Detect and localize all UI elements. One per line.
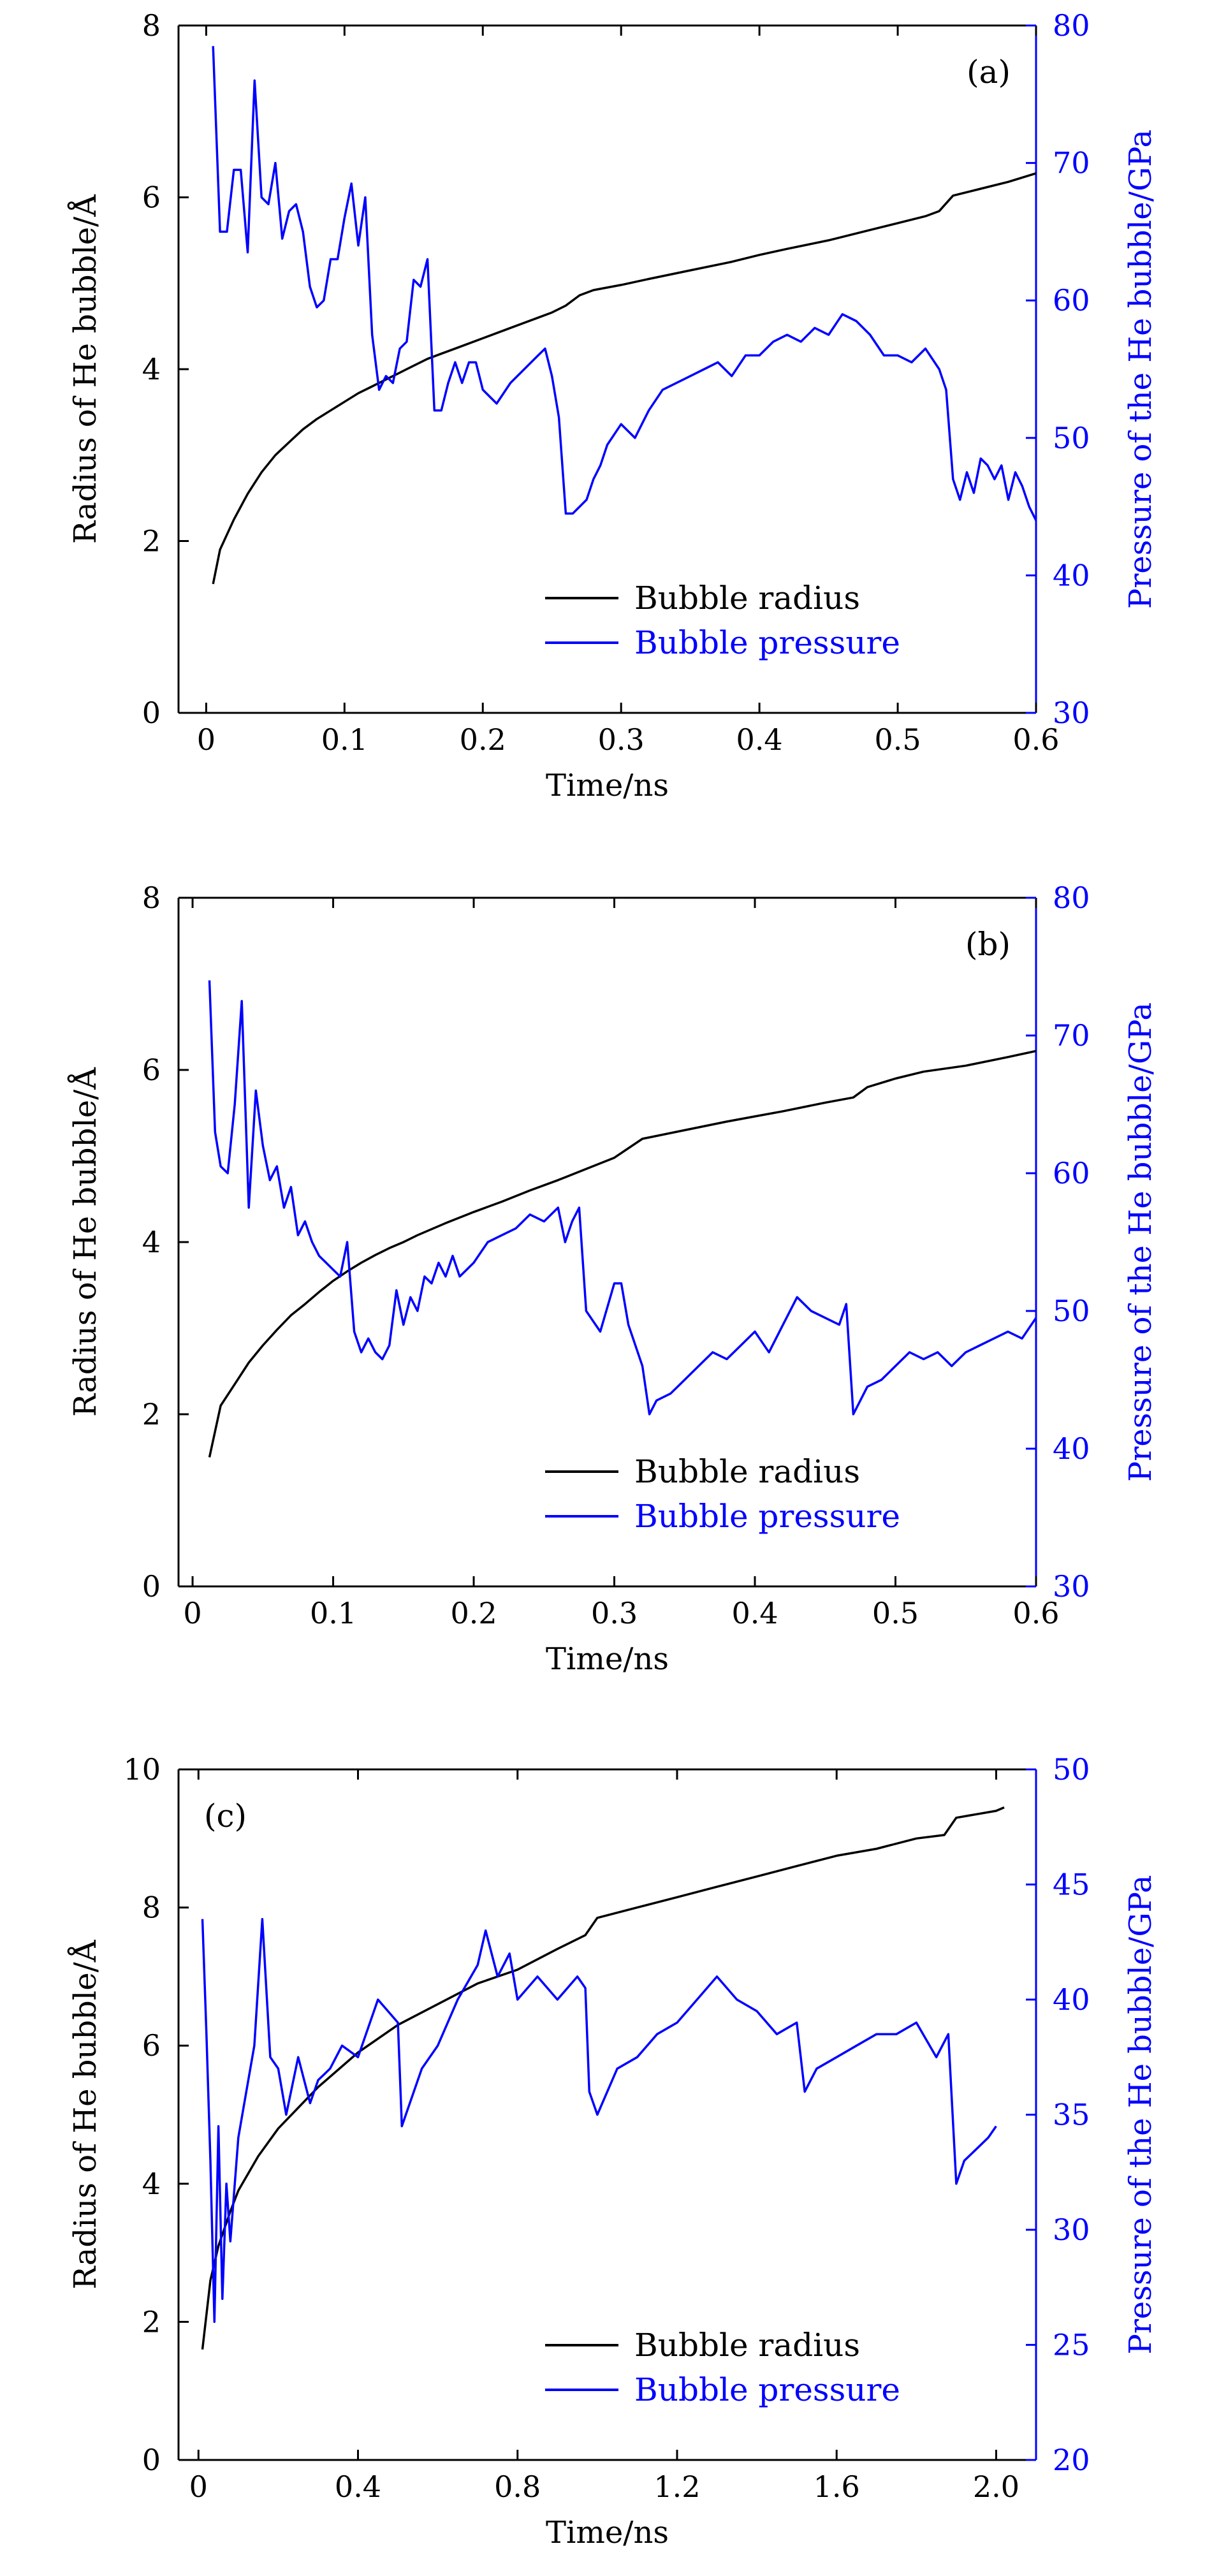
- y-tick-label: 2: [142, 524, 161, 559]
- y-tick-label: 8: [142, 8, 161, 43]
- y2-tick-label: 70: [1053, 146, 1090, 180]
- y2-tick-label: 50: [1053, 421, 1090, 455]
- x-tick-label: 0.5: [874, 722, 921, 757]
- y-tick-label: 8: [142, 1891, 161, 1925]
- pressure-series-line: [208, 980, 1037, 1416]
- x-tick-label: 0.2: [450, 1596, 497, 1630]
- y-tick-label: 0: [142, 2443, 161, 2477]
- chart-panel-a: 0 0.1 0.2 0.3 0.4 0.5 0.6 0 2 4 6 8 30 40 50 60 70 80 Time…: [67, 8, 1158, 803]
- y2-tick-label: 30: [1053, 1569, 1090, 1604]
- y-tick-label: 4: [142, 1225, 161, 1259]
- y2-tick-label: 50: [1053, 1294, 1090, 1328]
- y2-tick-label: 50: [1053, 1752, 1090, 1787]
- panel-label: (c): [204, 1797, 247, 1834]
- y2-tick-label: 60: [1053, 283, 1090, 318]
- x-tick-label: 0.4: [736, 722, 783, 757]
- radius-series-line: [201, 1806, 1005, 2350]
- y-tick-label: 10: [123, 1752, 161, 1787]
- legend-pressure-label: Bubble pressure: [634, 624, 900, 661]
- y-tick-label: 0: [142, 1569, 161, 1604]
- y2-axis-title: Pressure of the He bubble/GPa: [1123, 129, 1158, 609]
- x-tick-label: 0.4: [335, 2470, 381, 2504]
- y-axis-title: Radius of He bubble/Å: [67, 194, 103, 544]
- x-tick-label: 0.3: [591, 1596, 638, 1630]
- x-tick-label: 0.6: [1012, 1596, 1059, 1630]
- y2-tick-label: 80: [1053, 881, 1090, 915]
- y2-tick-label: 45: [1053, 1868, 1090, 1902]
- x-tick-label: 0.1: [310, 1596, 356, 1630]
- x-axis-title: Time/ns: [546, 2515, 669, 2550]
- y2-tick-label: 80: [1053, 8, 1090, 43]
- x-tick-label: 1.6: [814, 2470, 860, 2504]
- y2-axis-title: Pressure of the He bubble/GPa: [1123, 1875, 1158, 2355]
- y-tick-label: 0: [142, 696, 161, 730]
- y-tick-label: 6: [142, 1053, 161, 1087]
- pressure-series-line: [201, 1917, 997, 2324]
- y2-axis-title: Pressure of the He bubble/GPa: [1123, 1002, 1158, 1482]
- y2-tick-label: 40: [1053, 1431, 1090, 1466]
- legend-radius-label: Bubble radius: [634, 580, 860, 617]
- panel-label: (b): [965, 926, 1011, 963]
- x-tick-label: 0.5: [872, 1596, 919, 1630]
- y-tick-label: 4: [142, 2167, 161, 2201]
- y-tick-label: 6: [142, 2028, 161, 2063]
- x-axis-title: Time/ns: [546, 768, 669, 803]
- x-tick-label: 0: [183, 1596, 201, 1630]
- y-axis-title: Radius of He bubble/Å: [67, 1939, 103, 2289]
- y-tick-label: 2: [142, 1397, 161, 1431]
- y2-tick-label: 35: [1053, 2098, 1090, 2132]
- x-tick-label: 0.6: [1012, 722, 1059, 757]
- y-tick-label: 8: [142, 881, 161, 915]
- pressure-series-line: [212, 46, 1037, 521]
- x-tick-label: 0.4: [731, 1596, 778, 1630]
- legend-radius-label: Bubble radius: [634, 2327, 860, 2364]
- legend-pressure-label: Bubble pressure: [634, 1498, 900, 1535]
- y2-tick-label: 40: [1053, 1982, 1090, 2017]
- x-tick-label: 0.2: [460, 722, 506, 757]
- y-tick-label: 4: [142, 352, 161, 386]
- x-tick-label: 0: [197, 722, 215, 757]
- chart-panel-b: 0 0.1 0.2 0.3 0.4 0.5 0.6 0 2 4 6 8 30 40 50 60 70 80 Time…: [67, 881, 1158, 1677]
- y2-tick-label: 40: [1053, 558, 1090, 592]
- y2-tick-label: 30: [1053, 2213, 1090, 2247]
- y2-tick-label: 60: [1053, 1156, 1090, 1190]
- radius-series-line: [212, 172, 1037, 585]
- x-tick-label: 0: [189, 2470, 208, 2504]
- legend-pressure-label: Bubble pressure: [634, 2371, 900, 2408]
- x-tick-label: 1.2: [654, 2470, 700, 2504]
- panel-label: (a): [967, 54, 1011, 91]
- y-tick-label: 2: [142, 2304, 161, 2339]
- x-tick-label: 0.8: [494, 2470, 541, 2504]
- x-axis-title: Time/ns: [546, 1641, 669, 1677]
- radius-series-line: [208, 1050, 1037, 1458]
- y2-tick-label: 25: [1053, 2328, 1090, 2362]
- y2-tick-label: 20: [1053, 2443, 1090, 2477]
- y2-tick-label: 30: [1053, 696, 1090, 730]
- legend-radius-label: Bubble radius: [634, 1453, 860, 1490]
- x-tick-label: 0.1: [321, 722, 368, 757]
- y2-tick-label: 70: [1053, 1018, 1090, 1053]
- y-axis-title: Radius of He bubble/Å: [67, 1067, 103, 1417]
- x-tick-label: 0.3: [598, 722, 645, 757]
- x-tick-label: 2.0: [973, 2470, 1019, 2504]
- chart-panel-c: 0 0.4 0.8 1.2 1.6 2.0 0 2 4 6 8 10 20 25 30 35 40 45 50 Tim…: [67, 1752, 1158, 2550]
- y-tick-label: 6: [142, 180, 161, 215]
